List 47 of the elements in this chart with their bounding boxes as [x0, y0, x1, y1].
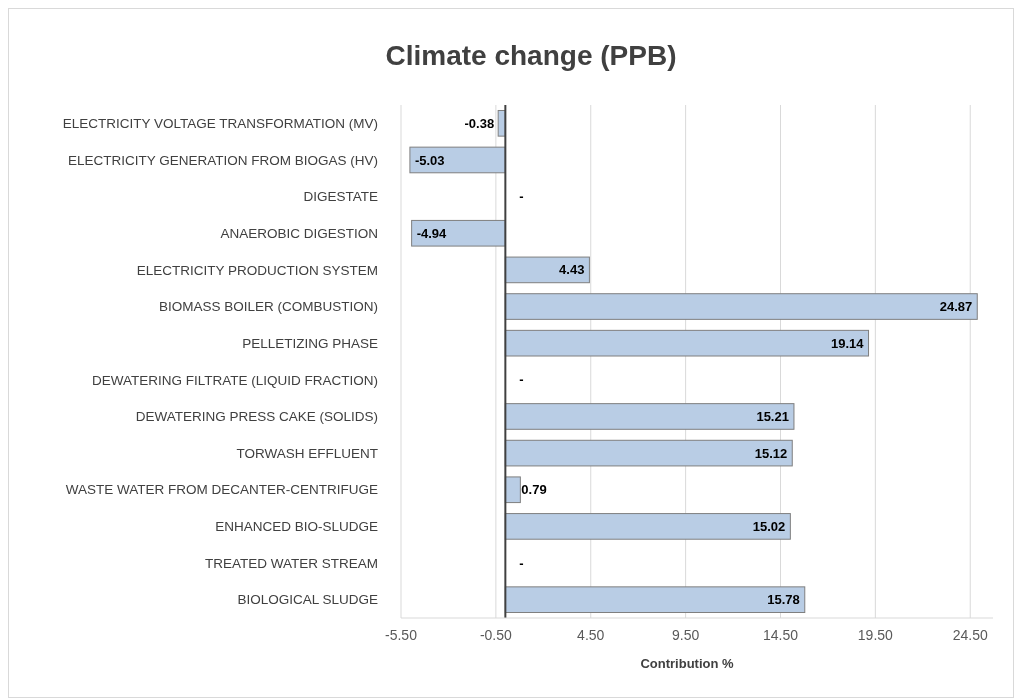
data-label: 19.14 [830, 335, 865, 351]
data-label: - [519, 372, 524, 388]
bar [504, 439, 793, 467]
y-tick-label: ELECTRICITY PRODUCTION SYSTEM [136, 262, 378, 278]
y-tick-label: ELECTRICITY GENERATION FROM BIOGAS (HV) [67, 152, 378, 168]
y-tick-label: DEWATERING PRESS CAKE (SOLIDS) [135, 409, 378, 425]
x-tick-label: -5.50 [385, 627, 418, 643]
data-label: 15.02 [752, 518, 786, 534]
y-tick-label: WASTE WATER FROM DECANTER-CENTRIFUGE [65, 482, 378, 498]
y-tick-label: BIOMASS BOILER (COMBUSTION) [158, 299, 378, 315]
data-label: 15.12 [754, 445, 788, 461]
x-tick-label: -0.50 [479, 627, 513, 643]
data-label: 0.79 [521, 482, 547, 498]
data-label: -5.03 [414, 152, 445, 168]
data-label: - [519, 189, 524, 205]
y-tick-label: ENHANCED BIO-SLUDGE [215, 519, 378, 535]
y-tick-label: TREATED WATER STREAM [204, 555, 378, 571]
bar [504, 403, 795, 430]
y-tick-label: BIOLOGICAL SLUDGE [237, 592, 378, 608]
data-label: - [519, 555, 524, 571]
chart-title: Climate change (PPB) [385, 40, 677, 71]
x-tick-label: 24.50 [952, 627, 988, 643]
y-tick-label: DIGESTATE [303, 189, 378, 205]
x-tick-label: 14.50 [762, 627, 799, 643]
x-tick-label: 19.50 [857, 627, 894, 643]
bar [411, 219, 506, 247]
y-tick-label: ELECTRICITY VOLTAGE TRANSFORMATION (MV) [62, 116, 378, 132]
data-label: -4.94 [416, 225, 448, 241]
data-label: 15.78 [767, 592, 800, 608]
bar [504, 293, 978, 320]
bar [504, 476, 521, 504]
bar [504, 256, 590, 284]
bar [504, 513, 791, 540]
data-label: 24.87 [939, 299, 973, 315]
data-label: 4.43 [559, 262, 585, 278]
data-label: -0.38 [464, 115, 495, 131]
y-tick-label: PELLETIZING PHASE [242, 335, 378, 351]
x-axis-title: Contribution % [640, 656, 735, 671]
y-tick-label: TORWASH EFFLUENT [236, 445, 378, 461]
y-tick-label: ANAEROBIC DIGESTION [220, 225, 378, 241]
x-tick-label: 4.50 [577, 627, 605, 643]
bar [504, 586, 806, 613]
bar [504, 329, 870, 357]
x-tick-label: 9.50 [671, 627, 700, 643]
bar [409, 146, 506, 174]
data-label: 15.21 [756, 409, 789, 425]
y-tick-label: DEWATERING FILTRATE (LIQUID FRACTION) [92, 372, 378, 388]
